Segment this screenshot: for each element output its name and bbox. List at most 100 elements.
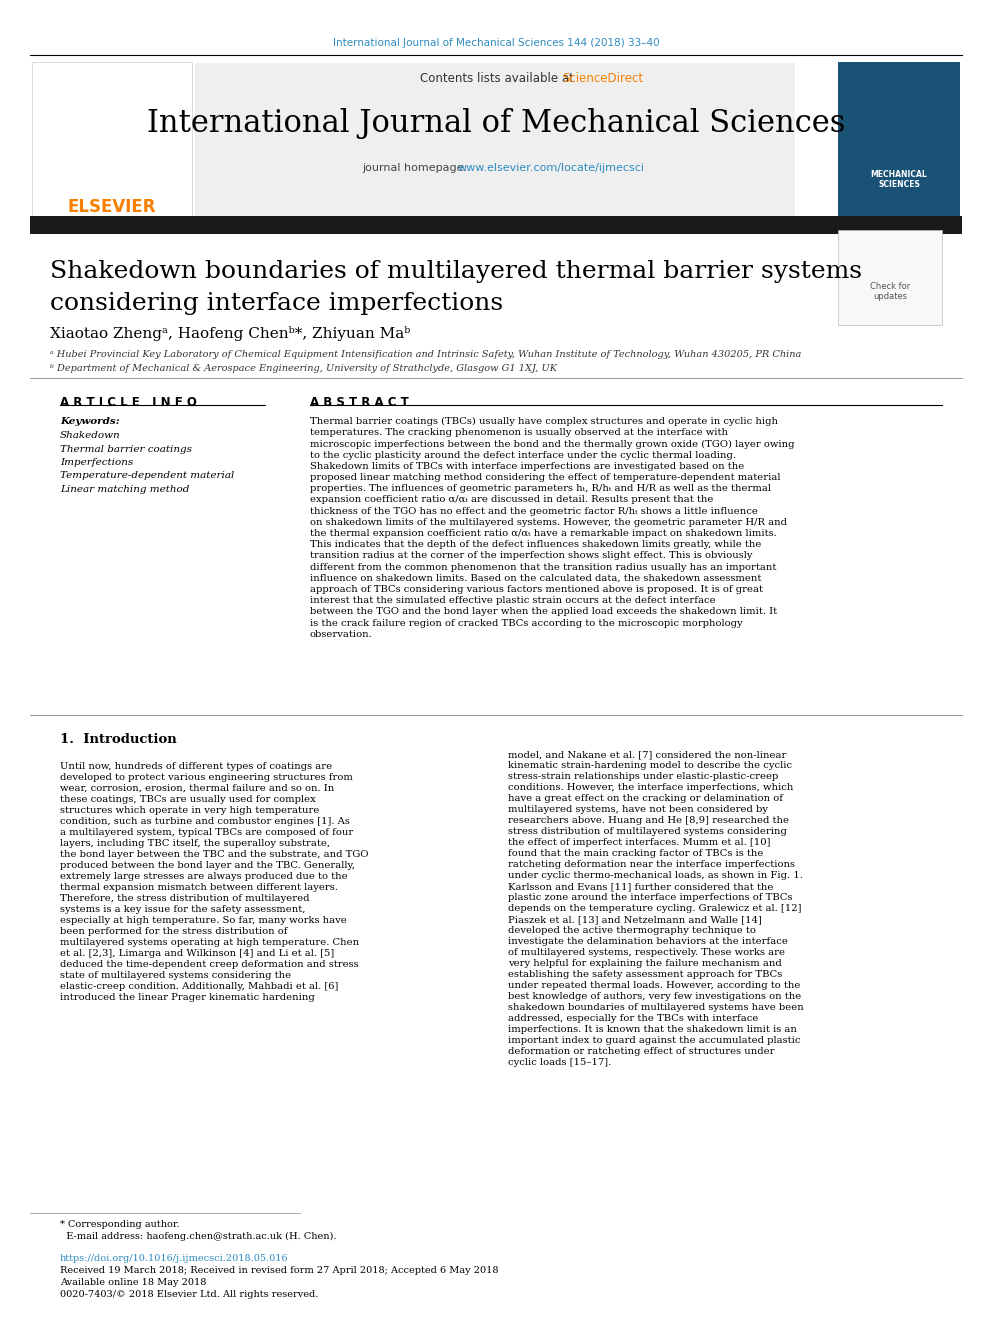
Text: Until now, hundreds of different types of coatings are: Until now, hundreds of different types o… (60, 762, 332, 771)
Text: * Corresponding author.: * Corresponding author. (60, 1220, 180, 1229)
Text: proposed linear matching method considering the effect of temperature-dependent : proposed linear matching method consider… (310, 474, 781, 482)
Text: A R T I C L E   I N F O: A R T I C L E I N F O (60, 396, 196, 409)
Text: E-mail address: haofeng.chen@strath.ac.uk (H. Chen).: E-mail address: haofeng.chen@strath.ac.u… (60, 1232, 336, 1241)
Text: investigate the delamination behaviors at the interface: investigate the delamination behaviors a… (508, 937, 788, 946)
Text: state of multilayered systems considering the: state of multilayered systems considerin… (60, 971, 291, 980)
Text: the thermal expansion coefficient ratio α/αₜ have a remarkable impact on shakedo: the thermal expansion coefficient ratio … (310, 529, 777, 538)
Text: considering interface imperfections: considering interface imperfections (50, 292, 503, 315)
Text: kinematic strain-hardening model to describe the cyclic: kinematic strain-hardening model to desc… (508, 761, 793, 770)
Bar (30, 216, 962, 234)
Text: thermal expansion mismatch between different layers.: thermal expansion mismatch between diffe… (60, 882, 338, 892)
Text: establishing the safety assessment approach for TBCs: establishing the safety assessment appro… (508, 970, 783, 979)
Text: Received 19 March 2018; Received in revised form 27 April 2018; Accepted 6 May 2: Received 19 March 2018; Received in revi… (60, 1266, 499, 1275)
Text: found that the main cracking factor of TBCs is the: found that the main cracking factor of T… (508, 849, 764, 859)
Text: Piaszek et al. [13] and Netzelmann and Walle [14]: Piaszek et al. [13] and Netzelmann and W… (508, 916, 762, 923)
Text: Thermal barrier coatings (TBCs) usually have complex structures and operate in c: Thermal barrier coatings (TBCs) usually … (310, 417, 778, 426)
Text: depends on the temperature cycling. Gralewicz et al. [12]: depends on the temperature cycling. Gral… (508, 904, 802, 913)
Text: multilayered systems operating at high temperature. Chen: multilayered systems operating at high t… (60, 938, 359, 947)
Text: produced between the bond layer and the TBC. Generally,: produced between the bond layer and the … (60, 861, 355, 871)
Text: This indicates that the depth of the defect influences shakedown limits greatly,: This indicates that the depth of the def… (310, 540, 762, 549)
Text: Xiaotao Zhengᵃ, Haofeng Chenᵇ*, Zhiyuan Maᵇ: Xiaotao Zhengᵃ, Haofeng Chenᵇ*, Zhiyuan … (50, 325, 411, 341)
Text: Shakedown boundaries of multilayered thermal barrier systems: Shakedown boundaries of multilayered the… (50, 261, 862, 283)
Text: ᵃ Hubei Provincial Key Laboratory of Chemical Equipment Intensification and Intr: ᵃ Hubei Provincial Key Laboratory of Che… (50, 351, 802, 359)
Text: Karlsson and Evans [11] further considered that the: Karlsson and Evans [11] further consider… (508, 882, 774, 890)
Text: important index to guard against the accumulated plastic: important index to guard against the acc… (508, 1036, 801, 1045)
Text: condition, such as turbine and combustor engines [1]. As: condition, such as turbine and combustor… (60, 818, 350, 826)
Text: influence on shakedown limits. Based on the calculated data, the shakedown asses: influence on shakedown limits. Based on … (310, 574, 762, 583)
Text: systems is a key issue for the safety assessment,: systems is a key issue for the safety as… (60, 905, 306, 914)
Text: multilayered systems, have not been considered by: multilayered systems, have not been cons… (508, 804, 768, 814)
Text: shakedown boundaries of multilayered systems have been: shakedown boundaries of multilayered sys… (508, 1003, 804, 1012)
Text: these coatings, TBCs are usually used for complex: these coatings, TBCs are usually used fo… (60, 795, 315, 804)
Text: Thermal barrier coatings: Thermal barrier coatings (60, 445, 192, 454)
Text: very helpful for explaining the failure mechanism and: very helpful for explaining the failure … (508, 959, 782, 968)
Text: interest that the simulated effective plastic strain occurs at the defect interf: interest that the simulated effective pl… (310, 597, 715, 605)
Text: under cyclic thermo-mechanical loads, as shown in Fig. 1.: under cyclic thermo-mechanical loads, as… (508, 871, 803, 880)
Text: approach of TBCs considering various factors mentioned above is proposed. It is : approach of TBCs considering various fac… (310, 585, 763, 594)
Text: et al. [2,3], Limarga and Wilkinson [4] and Li et al. [5]: et al. [2,3], Limarga and Wilkinson [4] … (60, 949, 334, 958)
Text: stress-strain relationships under elastic-plastic-creep: stress-strain relationships under elasti… (508, 773, 779, 781)
Text: Temperature-dependent material: Temperature-dependent material (60, 471, 234, 480)
Text: stress distribution of multilayered systems considering: stress distribution of multilayered syst… (508, 827, 787, 836)
Text: Therefore, the stress distribution of multilayered: Therefore, the stress distribution of mu… (60, 894, 310, 904)
Text: cyclic loads [15–17].: cyclic loads [15–17]. (508, 1058, 611, 1068)
Text: Keywords:: Keywords: (60, 417, 120, 426)
Text: ScienceDirect: ScienceDirect (562, 71, 643, 85)
Text: elastic-creep condition. Additionally, Mahbadi et al. [6]: elastic-creep condition. Additionally, M… (60, 982, 338, 991)
Text: been performed for the stress distribution of: been performed for the stress distributi… (60, 927, 288, 935)
Text: the effect of imperfect interfaces. Mumm et al. [10]: the effect of imperfect interfaces. Mumm… (508, 837, 771, 847)
Text: addressed, especially for the TBCs with interface: addressed, especially for the TBCs with … (508, 1013, 758, 1023)
Text: deduced the time-dependent creep deformation and stress: deduced the time-dependent creep deforma… (60, 960, 359, 968)
Text: ᵇ Department of Mechanical & Aerospace Engineering, University of Strathclyde, G: ᵇ Department of Mechanical & Aerospace E… (50, 364, 557, 373)
Text: of multilayered systems, respectively. These works are: of multilayered systems, respectively. T… (508, 949, 785, 957)
Text: observation.: observation. (310, 630, 373, 639)
Text: Check for
updates: Check for updates (870, 282, 910, 302)
Text: temperatures. The cracking phenomenon is usually observed at the interface with: temperatures. The cracking phenomenon is… (310, 429, 728, 437)
Text: transition radius at the corner of the imperfection shows slight effect. This is: transition radius at the corner of the i… (310, 552, 753, 561)
Text: have a great effect on the cracking or delamination of: have a great effect on the cracking or d… (508, 794, 783, 803)
Text: microscopic imperfections between the bond and the thermally grown oxide (TGO) l: microscopic imperfections between the bo… (310, 439, 795, 448)
Text: a multilayered system, typical TBCs are composed of four: a multilayered system, typical TBCs are … (60, 828, 353, 837)
Text: Linear matching method: Linear matching method (60, 486, 189, 493)
FancyBboxPatch shape (838, 230, 942, 325)
Text: plastic zone around the interface imperfections of TBCs: plastic zone around the interface imperf… (508, 893, 793, 902)
Text: especially at high temperature. So far, many works have: especially at high temperature. So far, … (60, 916, 347, 925)
Text: International Journal of Mechanical Sciences: International Journal of Mechanical Scie… (147, 108, 845, 139)
Text: Shakedown: Shakedown (60, 431, 121, 441)
Bar (838, 62, 960, 222)
Text: Contents lists available at: Contents lists available at (420, 71, 577, 85)
Bar (195, 64, 795, 225)
Text: Imperfections: Imperfections (60, 458, 133, 467)
Text: wear, corrosion, erosion, thermal failure and so on. In: wear, corrosion, erosion, thermal failur… (60, 785, 334, 792)
Text: 0020-7403/© 2018 Elsevier Ltd. All rights reserved.: 0020-7403/© 2018 Elsevier Ltd. All right… (60, 1290, 318, 1299)
Text: ratcheting deformation near the interface imperfections: ratcheting deformation near the interfac… (508, 860, 795, 869)
Text: Shakedown limits of TBCs with interface imperfections are investigated based on : Shakedown limits of TBCs with interface … (310, 462, 744, 471)
Text: expansion coefficient ratio α/αₜ are discussed in detail. Results present that t: expansion coefficient ratio α/αₜ are dis… (310, 495, 713, 504)
Text: structures which operate in very high temperature: structures which operate in very high te… (60, 806, 319, 815)
Text: under repeated thermal loads. However, according to the: under repeated thermal loads. However, a… (508, 980, 801, 990)
Text: layers, including TBC itself, the superalloy substrate,: layers, including TBC itself, the supera… (60, 839, 330, 848)
Text: developed the active thermography technique to: developed the active thermography techni… (508, 926, 756, 935)
Text: different from the common phenomenon that the transition radius usually has an i: different from the common phenomenon tha… (310, 562, 777, 572)
Text: 1.  Introduction: 1. Introduction (60, 733, 177, 746)
Text: to the cyclic plasticity around the defect interface under the cyclic thermal lo: to the cyclic plasticity around the defe… (310, 451, 736, 459)
Text: extremely large stresses are always produced due to the: extremely large stresses are always prod… (60, 872, 347, 881)
Text: introduced the linear Prager kinematic hardening: introduced the linear Prager kinematic h… (60, 994, 314, 1002)
Text: imperfections. It is known that the shakedown limit is an: imperfections. It is known that the shak… (508, 1025, 797, 1035)
Text: https://doi.org/10.1016/j.ijmecsci.2018.05.016: https://doi.org/10.1016/j.ijmecsci.2018.… (60, 1254, 289, 1263)
Text: journal homepage:: journal homepage: (362, 163, 470, 173)
Text: www.elsevier.com/locate/ijmecsci: www.elsevier.com/locate/ijmecsci (458, 163, 645, 173)
Text: MECHANICAL
SCIENCES: MECHANICAL SCIENCES (871, 169, 928, 189)
Text: thickness of the TGO has no effect and the geometric factor R/hₜ shows a little : thickness of the TGO has no effect and t… (310, 507, 758, 516)
Text: ELSEVIER: ELSEVIER (67, 198, 157, 216)
Text: is the crack failure region of cracked TBCs according to the microscopic morphol: is the crack failure region of cracked T… (310, 619, 743, 627)
Text: International Journal of Mechanical Sciences 144 (2018) 33–40: International Journal of Mechanical Scie… (332, 38, 660, 48)
Bar (32, 62, 192, 220)
Text: properties. The influences of geometric parameters hₜ, R/hₜ and H/R as well as t: properties. The influences of geometric … (310, 484, 771, 493)
Text: conditions. However, the interface imperfections, which: conditions. However, the interface imper… (508, 783, 794, 792)
Text: on shakedown limits of the multilayered systems. However, the geometric paramete: on shakedown limits of the multilayered … (310, 517, 787, 527)
Text: researchers above. Huang and He [8,9] researched the: researchers above. Huang and He [8,9] re… (508, 816, 789, 826)
Text: model, and Nakane et al. [7] considered the non-linear: model, and Nakane et al. [7] considered … (508, 750, 787, 759)
Text: developed to protect various engineering structures from: developed to protect various engineering… (60, 773, 353, 782)
Text: deformation or ratcheting effect of structures under: deformation or ratcheting effect of stru… (508, 1046, 775, 1056)
